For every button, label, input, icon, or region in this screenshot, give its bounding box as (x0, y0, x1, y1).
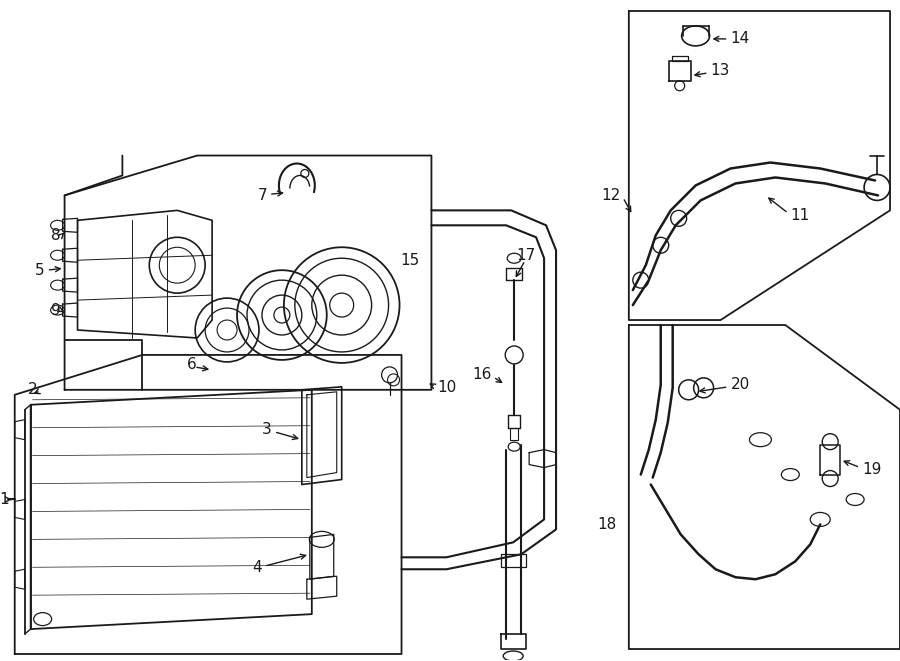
Text: 8: 8 (51, 228, 60, 243)
Text: 2: 2 (28, 382, 38, 397)
Text: 4: 4 (252, 560, 262, 575)
Text: 10: 10 (437, 380, 456, 395)
Text: 18: 18 (598, 517, 616, 532)
Text: 14: 14 (731, 31, 750, 46)
Text: 3: 3 (262, 422, 272, 437)
Text: 19: 19 (862, 462, 881, 477)
Text: 11: 11 (790, 208, 810, 223)
Text: 7: 7 (257, 188, 267, 203)
Text: 12: 12 (601, 188, 621, 203)
Text: 16: 16 (472, 368, 491, 382)
Text: 17: 17 (517, 248, 535, 262)
Text: 1: 1 (0, 492, 9, 507)
Text: 15: 15 (400, 253, 419, 268)
Text: 5: 5 (35, 262, 45, 278)
Text: 9: 9 (50, 303, 60, 317)
Text: 13: 13 (711, 63, 730, 78)
Text: 6: 6 (187, 358, 197, 372)
Text: 20: 20 (731, 377, 750, 393)
